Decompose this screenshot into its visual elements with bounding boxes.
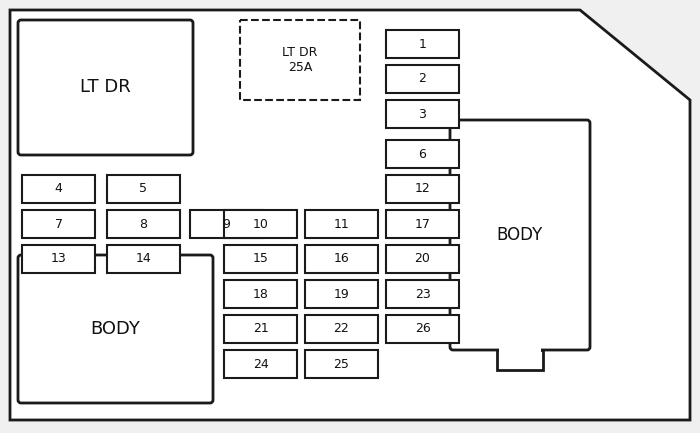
Bar	[386, 245, 459, 273]
Text: 25: 25	[334, 358, 349, 371]
Text: 13: 13	[50, 252, 66, 265]
Bar	[386, 30, 459, 58]
Bar	[305, 350, 378, 378]
Text: 26: 26	[414, 323, 430, 336]
Bar	[22, 175, 95, 203]
Bar	[386, 315, 459, 343]
Bar	[107, 175, 180, 203]
Text: 8: 8	[139, 217, 148, 230]
FancyBboxPatch shape	[450, 120, 590, 350]
Bar	[386, 65, 459, 93]
Bar	[224, 280, 297, 308]
Bar	[224, 245, 297, 273]
Text: 9: 9	[223, 217, 230, 230]
Bar	[305, 245, 378, 273]
Text: LT DR
25A: LT DR 25A	[282, 46, 318, 74]
Text: LT DR: LT DR	[80, 78, 131, 97]
Text: 10: 10	[253, 217, 268, 230]
Text: 12: 12	[414, 182, 430, 196]
Bar	[224, 315, 297, 343]
Text: 17: 17	[414, 217, 430, 230]
Bar	[386, 100, 459, 128]
Bar	[224, 210, 297, 238]
Bar	[305, 280, 378, 308]
Text: 23: 23	[414, 288, 430, 301]
Text: 5: 5	[139, 182, 148, 196]
FancyBboxPatch shape	[18, 20, 193, 155]
Bar	[386, 175, 459, 203]
Bar	[240, 20, 360, 100]
Text: 2: 2	[419, 72, 426, 85]
Bar	[224, 350, 297, 378]
Bar	[499, 348, 541, 352]
Text: 1: 1	[419, 38, 426, 51]
Bar	[497, 350, 543, 370]
Text: 3: 3	[419, 107, 426, 120]
Bar	[22, 210, 95, 238]
Text: 19: 19	[334, 288, 349, 301]
Bar	[22, 245, 95, 273]
Text: 4: 4	[55, 182, 62, 196]
Text: 15: 15	[253, 252, 268, 265]
Text: 21: 21	[253, 323, 268, 336]
Text: 20: 20	[414, 252, 430, 265]
Bar	[107, 210, 180, 238]
Polygon shape	[10, 10, 690, 420]
FancyBboxPatch shape	[18, 255, 213, 403]
Text: 6: 6	[419, 148, 426, 161]
Bar	[386, 140, 459, 168]
Bar	[386, 210, 459, 238]
Text: 24: 24	[253, 358, 268, 371]
Text: 18: 18	[253, 288, 268, 301]
Text: 11: 11	[334, 217, 349, 230]
Bar	[107, 245, 180, 273]
Text: BODY: BODY	[90, 320, 141, 338]
Text: 14: 14	[136, 252, 151, 265]
Text: 7: 7	[55, 217, 62, 230]
Bar	[386, 280, 459, 308]
Text: 16: 16	[334, 252, 349, 265]
Bar	[190, 210, 263, 238]
Text: BODY: BODY	[497, 226, 543, 244]
Bar	[305, 210, 378, 238]
Text: 22: 22	[334, 323, 349, 336]
Bar	[305, 315, 378, 343]
